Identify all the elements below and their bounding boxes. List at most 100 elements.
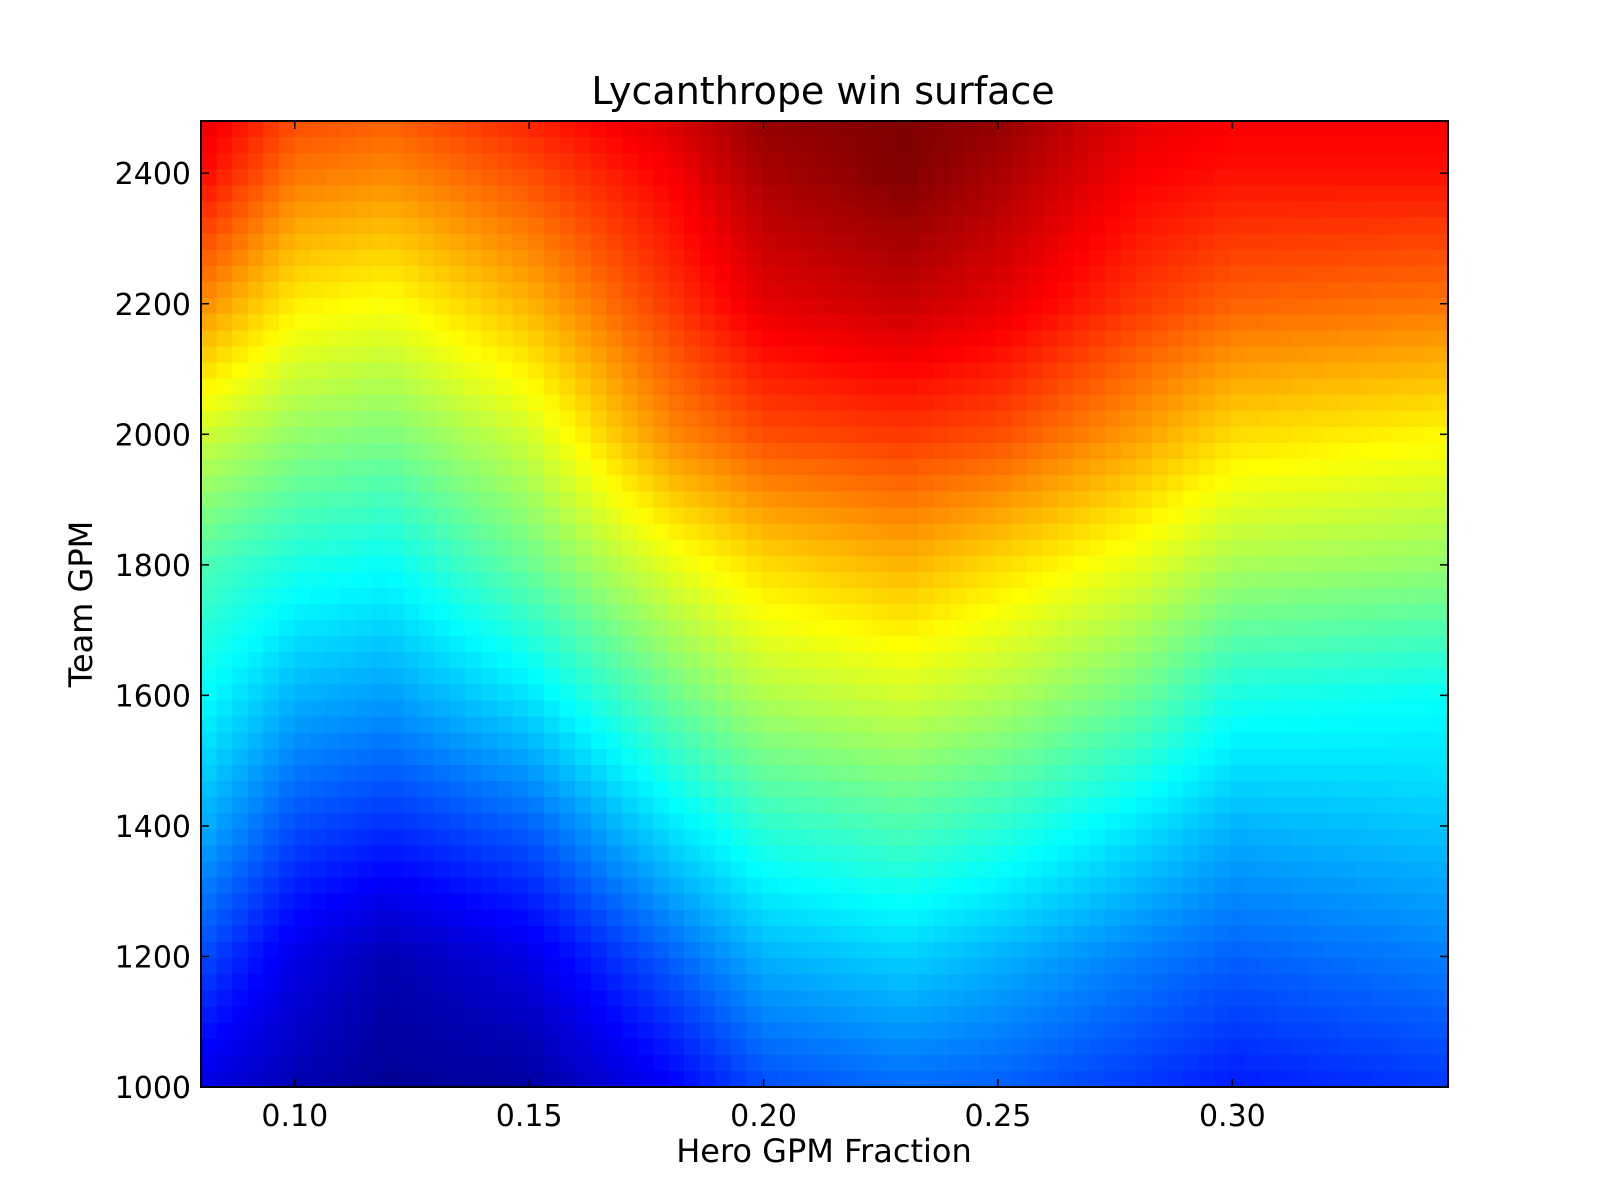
heatmap-cell xyxy=(1198,668,1215,686)
heatmap-cell xyxy=(1120,185,1137,203)
heatmap-cell xyxy=(684,185,701,203)
heatmap-cell xyxy=(855,684,872,702)
heatmap-cell xyxy=(1167,636,1184,653)
heatmap-cell xyxy=(419,346,436,364)
heatmap-cell xyxy=(668,378,685,396)
heatmap-cell xyxy=(730,748,748,766)
heatmap-cell xyxy=(590,555,607,573)
heatmap-cell xyxy=(403,587,420,605)
heatmap-cell xyxy=(419,797,436,814)
heatmap-cell xyxy=(481,684,498,702)
heatmap-cell xyxy=(201,137,218,154)
heatmap-cell xyxy=(310,652,327,669)
heatmap-cell xyxy=(1370,636,1387,653)
heatmap-cell xyxy=(465,861,483,879)
heatmap-cell xyxy=(1354,137,1371,154)
heatmap-cell xyxy=(528,282,545,299)
heatmap-cell xyxy=(762,443,779,460)
heatmap-cell xyxy=(1151,1070,1169,1088)
heatmap-cell xyxy=(1229,491,1246,508)
heatmap-cell xyxy=(1198,684,1215,702)
heatmap-cell xyxy=(341,958,358,975)
heatmap-cell xyxy=(684,249,701,267)
heatmap-cell xyxy=(1105,217,1122,235)
heatmap-cell xyxy=(730,539,748,557)
heatmap-cell xyxy=(1338,684,1356,702)
heatmap-cell xyxy=(1011,1022,1028,1040)
heatmap-cell xyxy=(871,636,888,653)
heatmap-cell xyxy=(762,861,779,879)
heatmap-cell xyxy=(684,426,701,444)
heatmap-cell xyxy=(388,121,405,138)
heatmap-cell xyxy=(949,555,966,573)
heatmap-cell xyxy=(278,942,296,959)
heatmap-cell xyxy=(1323,121,1340,138)
heatmap-cell xyxy=(855,604,872,621)
heatmap-cell xyxy=(715,797,732,814)
heatmap-cell xyxy=(1151,555,1169,573)
heatmap-cell xyxy=(1385,765,1402,782)
x-tick-label: 0.25 xyxy=(965,1099,1032,1134)
heatmap-cell xyxy=(263,282,280,299)
heatmap-cell xyxy=(746,121,763,138)
heatmap-cell xyxy=(1120,1022,1137,1040)
heatmap-cell xyxy=(933,877,950,895)
heatmap-cell xyxy=(341,829,358,847)
heatmap-cell xyxy=(964,732,981,750)
heatmap-cell xyxy=(964,330,981,347)
heatmap-cell xyxy=(606,1006,623,1024)
heatmap-cell xyxy=(372,1038,389,1056)
heatmap-cell xyxy=(715,539,732,557)
heatmap-cell xyxy=(1183,378,1200,396)
heatmap-cell xyxy=(1338,942,1356,959)
heatmap-cell xyxy=(1089,861,1106,879)
heatmap-cell xyxy=(1307,378,1324,396)
heatmap-cell xyxy=(840,459,857,476)
heatmap-cell xyxy=(512,346,529,364)
heatmap-cell xyxy=(606,153,623,170)
heatmap-cell xyxy=(263,346,280,364)
heatmap-cell xyxy=(201,636,218,653)
heatmap-cell xyxy=(341,265,358,283)
heatmap-cell xyxy=(512,797,529,814)
heatmap-cell xyxy=(1323,813,1340,830)
heatmap-cell xyxy=(325,426,342,444)
heatmap-cell xyxy=(1260,185,1278,203)
heatmap-cell xyxy=(201,571,218,589)
heatmap-cell xyxy=(1276,636,1293,653)
heatmap-cell xyxy=(294,443,311,460)
heatmap-cell xyxy=(465,282,483,299)
heatmap-cell xyxy=(310,121,327,138)
heatmap-cell xyxy=(637,1070,654,1088)
heatmap-cell xyxy=(1167,410,1184,428)
heatmap-cell xyxy=(762,1054,779,1072)
heatmap-cell xyxy=(1198,539,1215,557)
heatmap-cell xyxy=(575,378,592,396)
heatmap-cell xyxy=(1214,233,1231,251)
heatmap-cell xyxy=(512,700,529,718)
heatmap-cell xyxy=(1307,330,1324,347)
heatmap-cell xyxy=(1401,475,1418,492)
heatmap-cell xyxy=(715,169,732,186)
heatmap-cell xyxy=(1042,829,1059,847)
heatmap-cell xyxy=(278,185,296,203)
heatmap-cell xyxy=(434,410,451,428)
heatmap-cell xyxy=(559,765,576,782)
heatmap-cell xyxy=(419,604,436,621)
heatmap-cell xyxy=(481,604,498,621)
heatmap-cell xyxy=(1214,298,1231,315)
heatmap-cell xyxy=(465,732,483,750)
heatmap-cell xyxy=(808,813,826,830)
heatmap-cell xyxy=(497,185,514,203)
heatmap-cell xyxy=(855,185,872,203)
heatmap-cell xyxy=(278,636,296,653)
heatmap-cell xyxy=(1338,877,1356,895)
heatmap-cell xyxy=(1027,668,1044,686)
heatmap-cell xyxy=(762,169,779,186)
heatmap-cell xyxy=(1198,636,1215,653)
heatmap-cell xyxy=(621,829,639,847)
heatmap-cell xyxy=(216,185,233,203)
heatmap-cell xyxy=(606,861,623,879)
heatmap-cell xyxy=(201,426,218,444)
heatmap-cell xyxy=(1276,813,1293,830)
